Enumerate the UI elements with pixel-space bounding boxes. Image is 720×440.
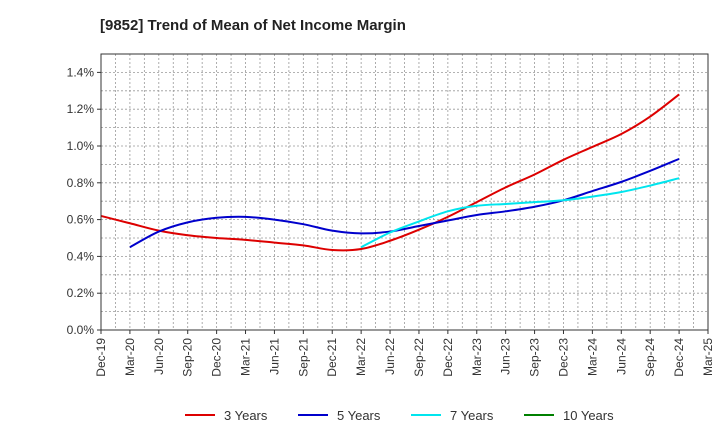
legend: 3 Years 5 Years 7 Years 10 Years [185, 408, 614, 423]
y-axis-ticks: 0.0% 0.2% 0.4% 0.6% 0.8% 1.0% 1.2% 1.4% [67, 65, 101, 337]
x-tick-label: Mar-22 [354, 338, 368, 376]
series-lines [100, 93, 680, 252]
x-tick-label: Jun-21 [267, 338, 281, 375]
series-line-5-years [129, 157, 680, 249]
x-tick-label: Jun-23 [499, 338, 513, 375]
x-tick-label: Mar-25 [701, 338, 715, 376]
legend-label: 5 Years [337, 408, 381, 423]
x-tick-label: Dec-24 [672, 338, 686, 377]
y-tick-label: 0.0% [67, 323, 95, 337]
y-tick-label: 1.2% [67, 102, 95, 116]
y-tick-label: 1.0% [67, 139, 95, 153]
x-tick-label: Jun-22 [383, 338, 397, 375]
y-tick-label: 0.6% [67, 213, 95, 227]
x-axis-ticks: Dec-19 Mar-20 Jun-20 Sep-20 Dec-20 Mar-21 Jun-… [94, 330, 715, 377]
y-tick-label: 0.4% [67, 249, 95, 263]
x-tick-label: Jun-20 [152, 338, 166, 375]
x-tick-label: Jun-24 [614, 338, 628, 375]
legend-label: 7 Years [450, 408, 494, 423]
y-tick-label: 0.8% [67, 176, 95, 190]
y-tick-label: 0.2% [67, 286, 95, 300]
x-tick-label: Dec-21 [325, 338, 339, 377]
x-tick-label: Dec-19 [94, 338, 108, 377]
plot-frame [100, 53, 709, 331]
x-tick-label: Dec-20 [210, 338, 224, 377]
x-tick-label: Dec-23 [556, 338, 570, 377]
x-tick-label: Mar-20 [123, 338, 137, 376]
series-line-7-years [360, 177, 680, 249]
legend-label: 3 Years [224, 408, 268, 423]
y-tick-label: 1.4% [67, 65, 95, 79]
x-tick-label: Dec-22 [441, 338, 455, 377]
x-tick-label: Sep-20 [181, 338, 195, 377]
x-tick-label: Sep-21 [296, 338, 310, 377]
x-tick-label: Mar-21 [239, 338, 253, 376]
series-line-3-years [100, 93, 680, 252]
x-tick-label: Mar-23 [470, 338, 484, 376]
x-tick-label: Sep-22 [412, 338, 426, 377]
gridlines [100, 54, 709, 330]
x-tick-label: Sep-23 [528, 338, 542, 377]
x-tick-label: Sep-24 [643, 338, 657, 377]
legend-label: 10 Years [563, 408, 614, 423]
chart-title: [9852] Trend of Mean of Net Income Margi… [100, 17, 406, 34]
x-tick-label: Mar-24 [585, 338, 599, 376]
